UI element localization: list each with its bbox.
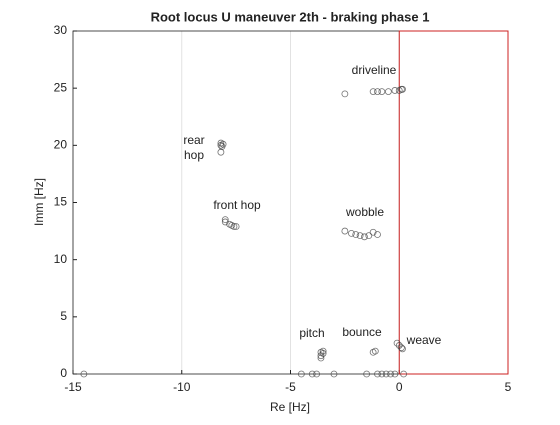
y-tick-label: 0 <box>60 366 67 380</box>
unstable-region <box>398 30 509 375</box>
point <box>378 88 386 95</box>
point <box>232 223 240 230</box>
point <box>378 370 386 378</box>
point <box>365 232 373 240</box>
point <box>400 370 408 378</box>
point <box>384 88 392 95</box>
annotation: hop <box>184 148 204 162</box>
point <box>374 88 381 95</box>
point <box>369 348 377 356</box>
y-tick-label: 5 <box>60 309 67 323</box>
x-tick-label: -15 <box>64 380 82 394</box>
x-tick-label: -10 <box>173 380 191 394</box>
point <box>221 218 229 226</box>
point <box>347 229 355 237</box>
y-tick-label: 10 <box>54 252 68 266</box>
point <box>393 339 401 347</box>
point <box>219 140 227 148</box>
point <box>341 90 349 98</box>
point <box>221 216 229 224</box>
point <box>356 232 364 240</box>
point <box>319 350 327 357</box>
annotation: bounce <box>342 325 382 339</box>
x-tick-label: 0 <box>396 380 403 394</box>
x-tick-label: -5 <box>285 380 296 394</box>
point <box>361 233 368 241</box>
annotation: front hop <box>213 198 261 212</box>
point <box>297 370 305 378</box>
point <box>391 87 399 94</box>
annotation: pitch <box>299 326 324 340</box>
point <box>391 370 399 378</box>
point <box>308 370 316 378</box>
point <box>374 231 381 238</box>
annotation: weave <box>406 333 442 347</box>
point <box>80 370 88 378</box>
annotation: rear <box>183 133 204 147</box>
point <box>399 85 406 93</box>
point <box>217 148 225 156</box>
point <box>398 344 405 352</box>
point <box>230 223 238 230</box>
point <box>313 370 321 378</box>
point <box>382 370 390 378</box>
point <box>399 345 406 353</box>
point <box>374 370 381 378</box>
y-tick-label: 15 <box>54 195 68 209</box>
point <box>363 370 371 378</box>
x-tick-label: 5 <box>505 380 512 394</box>
chart-title: Root locus U maneuver 2th - braking phas… <box>151 9 430 24</box>
point <box>317 352 325 360</box>
y-tick-label: 20 <box>54 138 68 152</box>
x-axis-label: Re [Hz] <box>270 400 310 414</box>
y-axis-label: Imm [Hz] <box>32 178 46 226</box>
y-tick-label: 25 <box>54 80 68 94</box>
annotation: driveline <box>352 63 397 77</box>
point <box>387 370 394 378</box>
point <box>317 354 325 362</box>
point <box>369 88 377 95</box>
point <box>330 370 338 378</box>
point <box>341 227 349 235</box>
point <box>369 228 377 236</box>
y-tick-label: 30 <box>54 23 68 37</box>
annotation: wobble <box>345 205 384 219</box>
point <box>352 231 360 238</box>
